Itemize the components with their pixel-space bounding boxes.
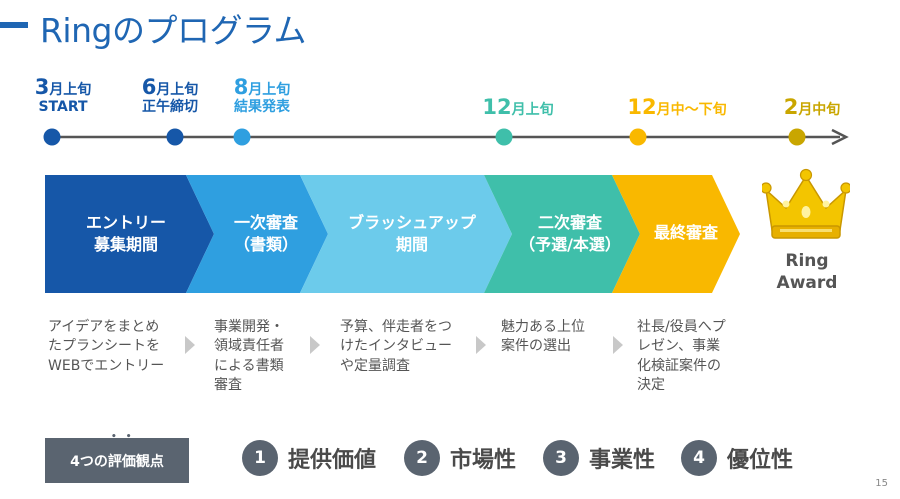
milestone-num: 12	[482, 95, 512, 119]
phase-label-1: エントリー 募集期間	[62, 212, 190, 255]
timeline-arrowhead	[831, 128, 849, 146]
milestone-num: 6	[141, 75, 157, 99]
phase-line2: 募集期間	[93, 234, 158, 254]
timeline-dot	[629, 128, 647, 146]
milestone-unit: 月上旬	[511, 102, 554, 118]
milestone-4: 12月上旬	[466, 96, 570, 118]
milestone-num: 8	[233, 75, 249, 99]
phase-description-1: アイデアをまとめ たプランシートを WEBでエントリー	[48, 319, 165, 374]
milestone-unit: 月上旬	[156, 82, 199, 98]
milestone-num: 3	[34, 75, 50, 99]
criterion-number: 4	[681, 440, 717, 476]
milestone-unit: 月中〜下旬	[656, 102, 727, 118]
phase-chevrons	[45, 175, 740, 293]
phase-chevron-2	[186, 175, 328, 293]
phase-line1: 二次審査	[537, 213, 602, 232]
phase-description-4: 魅力ある上位 案件の選出	[501, 319, 585, 355]
crown-icon	[762, 168, 850, 239]
phase-line1: 最終審査	[653, 223, 718, 242]
phase-description-3: 予算、伴走者をつ けたインタビュー や定量調査	[340, 319, 452, 374]
page-number: 15	[875, 478, 888, 489]
title-accent-bar	[0, 22, 28, 28]
criterion-label: 優位性	[727, 448, 794, 473]
criterion-number: 1	[242, 440, 278, 476]
milestone-unit: 月中旬	[798, 102, 841, 118]
criterion-number: 3	[543, 440, 579, 476]
milestone-unit: 月上旬	[49, 82, 92, 98]
phase-line2: （書類）	[233, 234, 298, 254]
phase-chevron-5	[612, 175, 740, 293]
criterion-label: 市場性	[450, 448, 517, 473]
milestone-6: 2月中旬	[770, 96, 854, 118]
milestone-unit: 月上旬	[248, 82, 291, 98]
milestone-1: 3月上旬 START	[30, 76, 96, 115]
timeline	[43, 128, 849, 146]
timeline-dot	[43, 128, 61, 146]
milestone-sub: START	[38, 99, 88, 116]
criterion-number: 2	[404, 440, 440, 476]
phase-line2: （予選/本選）	[519, 234, 621, 254]
timeline-dot	[233, 128, 251, 146]
phase-chevron-4	[484, 175, 640, 293]
criterion-2: 2 市場性	[404, 440, 516, 476]
criterion-4: 4 優位性	[681, 440, 793, 476]
phase-label-5: 最終審査	[640, 222, 732, 244]
evaluation-label: 4つの評価観点	[45, 438, 189, 483]
criterion-3: 3 事業性	[543, 440, 655, 476]
phase-label-2: 一次審査 （書類）	[216, 212, 316, 255]
phase-description-2: 事業開発・ 領域責任者 による書類 審査	[214, 319, 284, 393]
criterion-1: 1 提供価値	[242, 440, 376, 476]
phase-line1: エントリー	[85, 213, 166, 232]
chevron-right-icon	[613, 336, 623, 354]
timeline-dot	[166, 128, 184, 146]
phase-chevron-1	[45, 175, 214, 293]
milestone-3: 8月上旬 結果発表	[224, 76, 300, 115]
phase-line2: 期間	[395, 234, 428, 254]
milestone-2: 6月上旬 正午締切	[132, 76, 208, 115]
ring-award-label: Ring Award	[776, 251, 838, 294]
milestone-num: 2	[783, 95, 799, 119]
milestone-num: 12	[627, 95, 657, 119]
criterion-label: 提供価値	[288, 448, 377, 473]
milestone-sub: 正午締切	[142, 99, 198, 116]
criterion-label: 事業性	[589, 448, 656, 473]
chevron-right-icon	[476, 336, 486, 354]
chevron-right-icon	[185, 336, 195, 354]
phase-label-4: 二次審査 （予選/本選）	[510, 212, 630, 255]
phase-line1: ブラッシュアップ	[348, 213, 476, 232]
phase-description-5: 社長/役員へプ レゼン、事業 化検証案件の 決定	[637, 319, 726, 393]
milestone-sub: 結果発表	[234, 99, 290, 116]
emphasis-dots: ••	[111, 432, 141, 442]
milestone-5: 12月中〜下旬	[608, 96, 746, 118]
timeline-dot	[495, 128, 513, 146]
chevron-right-icon	[310, 336, 320, 354]
timeline-dot	[788, 128, 806, 146]
phase-line1: 一次審査	[233, 213, 298, 232]
phase-label-3: ブラッシュアップ 期間	[332, 212, 492, 255]
phase-chevron-3	[300, 175, 512, 293]
page-title: Ringのプログラム	[40, 11, 306, 50]
